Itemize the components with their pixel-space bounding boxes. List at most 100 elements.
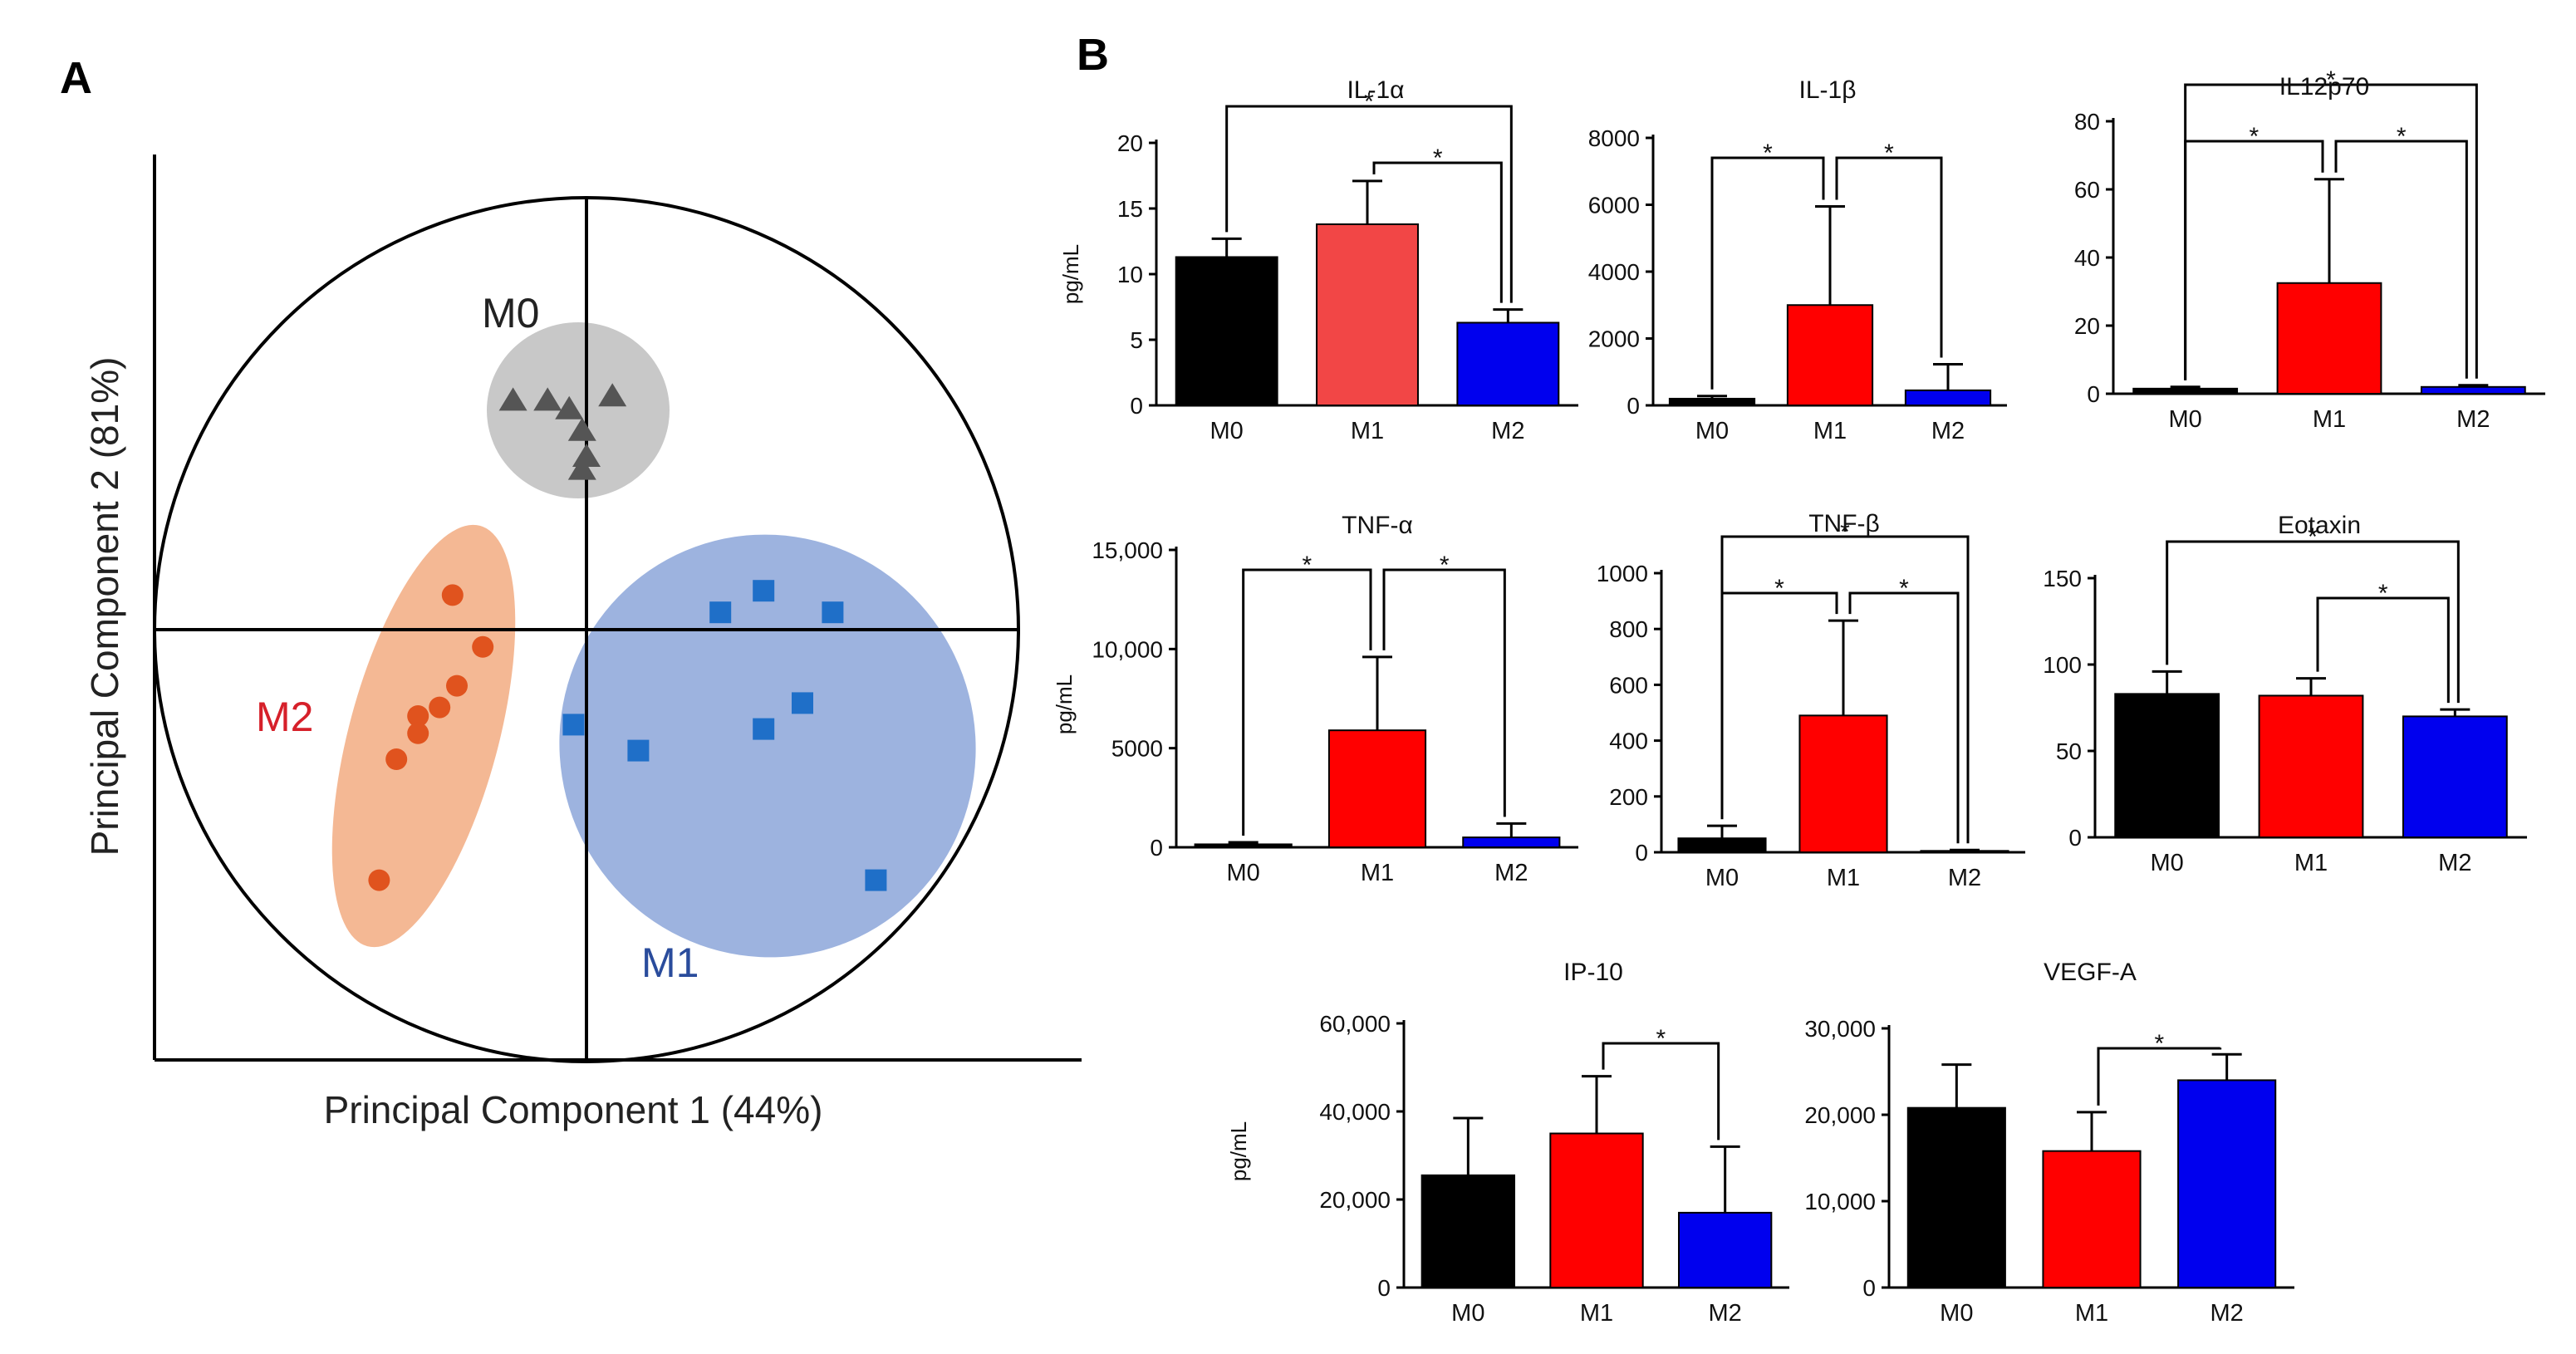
pca-x-axis-label: Principal Component 1 (44%) xyxy=(324,1088,823,1131)
pca-point-m0 xyxy=(567,417,596,441)
bar-m1 xyxy=(1549,1132,1644,1288)
y-tick-label: 2000 xyxy=(1588,326,1640,352)
y-axis-label: pg/mL xyxy=(1226,1121,1251,1181)
y-tick-label: 80 xyxy=(2074,109,2100,135)
pca-point-m2 xyxy=(429,696,451,719)
significance-bracket xyxy=(1720,591,1838,820)
significance-bracket xyxy=(2166,540,2460,704)
y-tick-label: 0 xyxy=(1130,393,1143,419)
significance-mark: * xyxy=(2154,1030,2164,1057)
pca-point-m1 xyxy=(709,601,732,624)
significance-mark: * xyxy=(1899,575,1909,602)
x-category-label: M1 xyxy=(1351,418,1384,444)
y-tick-label: 15,000 xyxy=(1092,537,1163,563)
bar-m2 xyxy=(1904,389,1992,407)
significance-mark: * xyxy=(2308,523,2318,551)
pca-group-label-m0: M0 xyxy=(482,290,539,336)
pca-ellipse-m0 xyxy=(487,322,670,498)
y-tick-label: 150 xyxy=(2043,566,2082,591)
x-category-label: M2 xyxy=(1931,418,1965,444)
panel-b-label: B xyxy=(1077,30,1109,80)
x-category-label: M0 xyxy=(1695,418,1729,444)
pca-point-m2 xyxy=(407,705,429,727)
pca-point-m0 xyxy=(598,383,627,407)
pca-point-m2 xyxy=(472,635,494,658)
x-category-label: M2 xyxy=(1494,860,1528,886)
y-tick-label: 10,000 xyxy=(1804,1189,1876,1214)
y-tick-label: 800 xyxy=(1609,616,1648,642)
chart-title: VEGF-A xyxy=(2044,959,2137,986)
pca-point-m2 xyxy=(446,675,468,697)
chart-title: IL-1α xyxy=(1347,76,1404,104)
pca-point-m2 xyxy=(368,869,390,891)
bar-m2 xyxy=(2420,385,2526,395)
significance-mark: * xyxy=(1433,145,1443,172)
chart-title: IP-10 xyxy=(1563,959,1623,986)
x-category-label: M0 xyxy=(2151,850,2184,876)
x-category-label: M2 xyxy=(2456,406,2490,433)
pca-plot: M0 M1 M2 Principal Component 1 (44%) Princip… xyxy=(83,155,1082,1131)
pca-point-m1 xyxy=(822,601,844,624)
y-tick-label: 50 xyxy=(2056,738,2082,764)
x-category-label: M2 xyxy=(1709,1300,1742,1327)
x-category-label: M0 xyxy=(1940,1300,1973,1327)
bar-chart-ip10: 0 20,000 40,000 60,000 M0 M1 M2 * IP-10 pg/mL xyxy=(1226,959,1789,1327)
bar-m0 xyxy=(1175,256,1278,406)
y-tick-label: 0 xyxy=(1635,840,1648,866)
pca-point-m1 xyxy=(865,869,887,891)
significance-mark: * xyxy=(1302,552,1312,579)
y-tick-label: 5 xyxy=(1130,327,1143,353)
pca-point-m0 xyxy=(555,395,584,419)
significance-bracket xyxy=(1602,1042,1720,1141)
chart-title: IL-1β xyxy=(1799,76,1857,104)
y-tick-label: 20,000 xyxy=(1804,1102,1876,1128)
y-tick-label: 0 xyxy=(1862,1275,1876,1301)
pca-point-m1 xyxy=(627,739,650,762)
significance-bracket xyxy=(1835,156,1943,358)
y-tick-label: 10 xyxy=(1117,262,1143,287)
significance-mark: * xyxy=(1656,1025,1666,1052)
x-category-label: M1 xyxy=(2075,1300,2108,1327)
y-tick-label: 0 xyxy=(1150,835,1163,861)
bar-m0 xyxy=(1194,843,1293,848)
pca-point-m2 xyxy=(407,722,429,744)
y-tick-label: 30,000 xyxy=(1804,1016,1876,1042)
significance-bracket xyxy=(1382,568,1506,817)
significance-bracket xyxy=(1225,105,1513,303)
significance-mark: * xyxy=(1364,88,1374,115)
chart-title: TNF-α xyxy=(1342,512,1413,539)
bar-m1 xyxy=(1327,729,1427,848)
significance-bracket xyxy=(1710,156,1825,390)
bar-m1 xyxy=(2258,694,2364,838)
pca-point-m0 xyxy=(533,387,562,411)
y-tick-label: 60 xyxy=(2074,177,2100,203)
y-tick-label: 4000 xyxy=(1588,259,1640,285)
chart-title: IL12p70 xyxy=(2279,73,2369,101)
significance-mark: * xyxy=(2249,123,2259,150)
pca-point-m1 xyxy=(753,718,775,740)
y-axis-label: pg/mL xyxy=(1052,675,1077,734)
significance-bracket xyxy=(1848,591,1960,844)
x-category-label: M0 xyxy=(1227,860,1260,886)
bar-m0 xyxy=(1420,1174,1516,1288)
y-tick-label: 10,000 xyxy=(1092,636,1163,662)
bar-m0 xyxy=(2114,693,2220,838)
pca-y-axis-label: Principal Component 2 (81%) xyxy=(83,357,126,856)
x-category-label: M2 xyxy=(2438,850,2471,876)
bar-m1 xyxy=(2276,282,2382,395)
significance-mark: * xyxy=(1440,552,1450,579)
significance-bracket xyxy=(1242,568,1372,836)
significance-mark: * xyxy=(2378,580,2388,607)
pca-point-m1 xyxy=(792,692,813,714)
bar-m0 xyxy=(1677,837,1767,854)
y-tick-label: 0 xyxy=(2068,825,2082,851)
significance-bracket xyxy=(2316,596,2450,704)
y-tick-label: 20 xyxy=(2074,313,2100,339)
y-tick-label: 60,000 xyxy=(1319,1011,1391,1037)
bar-m2 xyxy=(1462,836,1561,848)
bar-m0 xyxy=(1906,1106,2006,1289)
pca-point-m1 xyxy=(562,714,585,736)
